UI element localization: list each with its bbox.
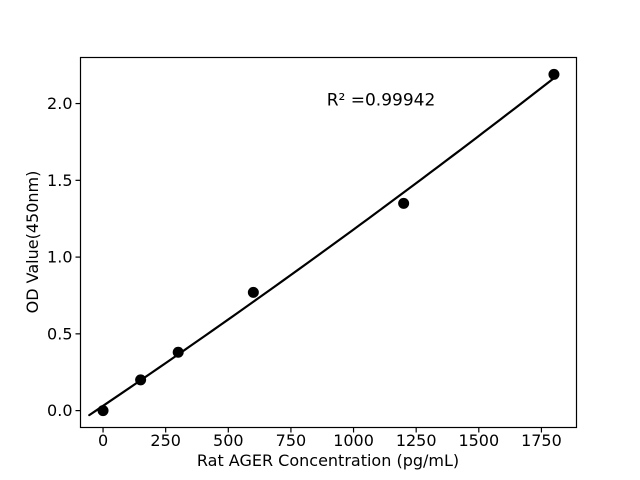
x-tick-label: 1500 — [458, 431, 499, 450]
y-tick-label: 0.5 — [47, 324, 72, 343]
y-tick-label: 1.0 — [47, 248, 72, 267]
data-point — [548, 68, 560, 80]
x-tick-label: 0 — [98, 431, 108, 450]
data-point — [247, 286, 259, 298]
x-tick-label: 750 — [276, 431, 307, 450]
fit-line — [88, 76, 556, 417]
plot-border — [79, 56, 578, 429]
data-point — [398, 197, 410, 209]
y-axis-label: OD Value(450nm) — [23, 170, 42, 314]
x-tick-label: 1750 — [521, 431, 562, 450]
y-tick-label: 0.0 — [47, 401, 72, 420]
x-tick-label: 500 — [213, 431, 244, 450]
data-point — [97, 405, 109, 417]
x-axis-label: Rat AGER Concentration (pg/mL) — [196, 451, 460, 470]
y-tick-label: 1.5 — [47, 171, 72, 190]
r-squared-annotation: R² =0.99942 — [326, 90, 436, 111]
x-tick-label: 250 — [150, 431, 181, 450]
x-tick-label: 1250 — [396, 431, 437, 450]
data-point — [135, 374, 147, 386]
y-tick-label: 2.0 — [47, 94, 72, 113]
x-tick-label: 1000 — [333, 431, 374, 450]
data-point — [172, 346, 184, 358]
